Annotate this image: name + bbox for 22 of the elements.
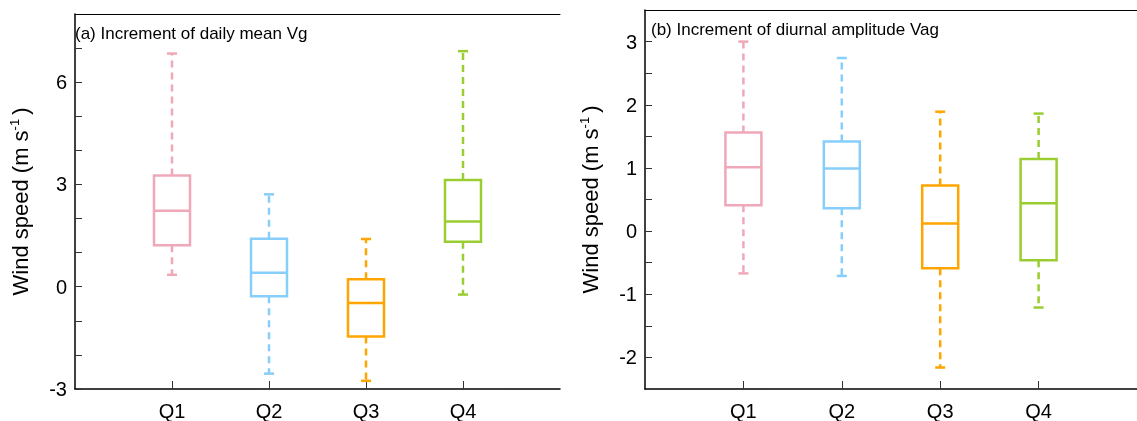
y-tick-label: -1 <box>619 283 637 306</box>
y-tick-label: -2 <box>619 346 637 369</box>
x-tick-label: Q4 <box>449 400 477 421</box>
y-tick-label: 0 <box>55 275 67 298</box>
y-tick-label: 2 <box>625 93 637 116</box>
x-tick-label: Q3 <box>926 400 954 421</box>
x-tick-label: Q3 <box>352 400 380 421</box>
x-tick-label: Q1 <box>158 400 186 421</box>
y-tick-label: 3 <box>55 173 67 196</box>
y-tick-label: 0 <box>625 220 637 243</box>
x-tick-label: Q2 <box>828 400 856 421</box>
x-tick-label: Q1 <box>730 400 757 421</box>
text: (a) Increment of daily mean Vg <box>75 24 308 43</box>
y-tick-label: 6 <box>55 71 67 94</box>
text: (b) Increment of diurnal amplitude Vag <box>651 20 939 39</box>
x-tick-label: Q2 <box>255 400 283 421</box>
y-tick-label: 3 <box>625 30 637 53</box>
y-axis-title: Wind speed (m s-1) <box>7 107 33 296</box>
y-tick-label: -3 <box>49 378 67 400</box>
x-tick-label: Q4 <box>1025 400 1052 421</box>
y-tick-label: 1 <box>625 156 637 179</box>
y-axis-title: Wind speed (m s-1) <box>577 105 603 294</box>
